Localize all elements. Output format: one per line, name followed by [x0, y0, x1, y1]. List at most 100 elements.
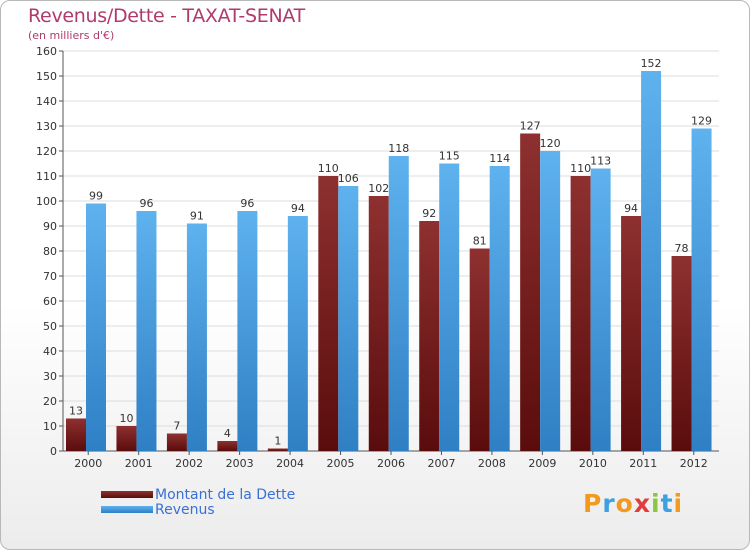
value-label-revenus: 106	[338, 172, 359, 185]
y-tick-label: 120	[36, 145, 57, 158]
x-tick-label: 2007	[427, 457, 455, 470]
x-tick-label: 2002	[175, 457, 203, 470]
x-tick-label: 2006	[377, 457, 405, 470]
bar-dette	[469, 248, 490, 451]
value-labels: 1399109679149619411010610211892115811141…	[69, 57, 712, 448]
y-tick-label: 160	[36, 45, 57, 58]
value-label-dette: 127	[520, 120, 541, 133]
bar-revenus	[86, 203, 106, 451]
value-label-revenus: 115	[439, 150, 460, 163]
bar-revenus	[388, 156, 409, 451]
value-label-dette: 102	[368, 182, 389, 195]
bar-dette	[570, 176, 591, 451]
x-tick-label: 2000	[74, 457, 102, 470]
bar-revenus	[186, 223, 207, 451]
logo-letter: P	[583, 489, 603, 518]
x-tick-label: 2005	[327, 457, 355, 470]
legend-label-dette: Montant de la Dette	[155, 486, 296, 503]
value-label-dette: 4	[224, 427, 231, 440]
x-tick-label: 2003	[226, 457, 254, 470]
value-label-dette: 92	[422, 207, 436, 220]
bar-dette	[621, 216, 642, 451]
bar-dette	[116, 426, 137, 451]
bar-dette	[671, 256, 692, 451]
logo-letter: t	[660, 489, 674, 518]
x-tick-label: 2009	[528, 457, 556, 470]
value-label-revenus: 118	[388, 142, 409, 155]
bar-dette	[66, 418, 86, 451]
value-label-revenus: 99	[89, 190, 103, 203]
value-label-revenus: 96	[139, 197, 153, 210]
x-tick-label: 2010	[579, 457, 607, 470]
bar-dette	[267, 448, 288, 451]
bars	[66, 71, 712, 451]
x-tick-label: 2012	[680, 457, 708, 470]
x-tick-label: 2004	[276, 457, 304, 470]
bar-dette	[368, 196, 389, 451]
value-label-revenus: 96	[240, 197, 254, 210]
y-tick-label: 110	[36, 170, 57, 183]
y-tick-label: 0	[50, 445, 57, 458]
bar-dette	[166, 433, 187, 451]
x-tick-label: 2011	[629, 457, 657, 470]
y-tick-label: 70	[43, 270, 57, 283]
bar-revenus	[691, 128, 712, 451]
value-label-dette: 1	[274, 435, 281, 448]
y-tick-label: 30	[43, 370, 57, 383]
bar-dette	[419, 221, 440, 451]
value-label-dette: 94	[624, 202, 638, 215]
value-label-dette: 78	[675, 242, 689, 255]
logo-letter: r	[602, 489, 616, 518]
value-label-revenus: 94	[291, 202, 305, 215]
bar-revenus	[540, 151, 561, 451]
chart-title: Revenus/Dette - TAXAT-SENAT	[28, 5, 305, 27]
value-label-dette: 13	[69, 405, 83, 418]
bar-dette	[520, 133, 541, 451]
value-label-revenus: 120	[540, 137, 561, 150]
value-label-revenus: 113	[590, 155, 611, 168]
y-tick-label: 140	[36, 95, 57, 108]
logo-letter: x	[633, 489, 651, 518]
value-label-revenus: 129	[691, 115, 712, 128]
legend: Montant de la Dette Revenus	[101, 486, 296, 518]
value-label-dette: 10	[119, 412, 133, 425]
legend-item-revenus: Revenus	[101, 501, 295, 518]
y-tick-label: 100	[36, 195, 57, 208]
legend-swatch-dette	[101, 491, 153, 498]
value-label-dette: 110	[570, 162, 591, 175]
proxiti-logo: Proxiti	[583, 489, 683, 518]
bar-revenus	[641, 71, 662, 451]
bar-revenus	[489, 166, 510, 451]
bar-revenus	[287, 216, 308, 451]
value-label-revenus: 91	[190, 210, 204, 223]
y-tick-label: 60	[43, 295, 57, 308]
value-label-dette: 7	[173, 420, 180, 433]
bar-revenus	[338, 186, 359, 451]
chart-subtitle: (en milliers d'€)	[28, 29, 115, 42]
y-tick-label: 50	[43, 320, 57, 333]
legend-item-dette: Montant de la Dette	[101, 486, 296, 503]
value-label-dette: 110	[318, 162, 339, 175]
legend-label-revenus: Revenus	[155, 501, 215, 518]
y-tick-label: 130	[36, 120, 57, 133]
y-tick-label: 20	[43, 395, 57, 408]
bar-revenus	[136, 211, 157, 451]
y-tick-label: 10	[43, 420, 57, 433]
bar-dette	[318, 176, 339, 451]
bar-revenus	[590, 168, 611, 451]
y-tick-label: 40	[43, 345, 57, 358]
logo-letter: i	[673, 489, 684, 518]
bar-dette	[217, 441, 238, 451]
logo-letter: o	[615, 489, 634, 518]
bar-revenus	[237, 211, 258, 451]
x-tick-label: 2008	[478, 457, 506, 470]
bar-revenus	[439, 163, 460, 451]
y-tick-label: 80	[43, 245, 57, 258]
value-label-dette: 81	[473, 235, 487, 248]
value-label-revenus: 152	[641, 57, 662, 70]
y-tick-label: 150	[36, 70, 57, 83]
logo-letter: i	[651, 489, 661, 518]
y-tick-label: 90	[43, 220, 57, 233]
